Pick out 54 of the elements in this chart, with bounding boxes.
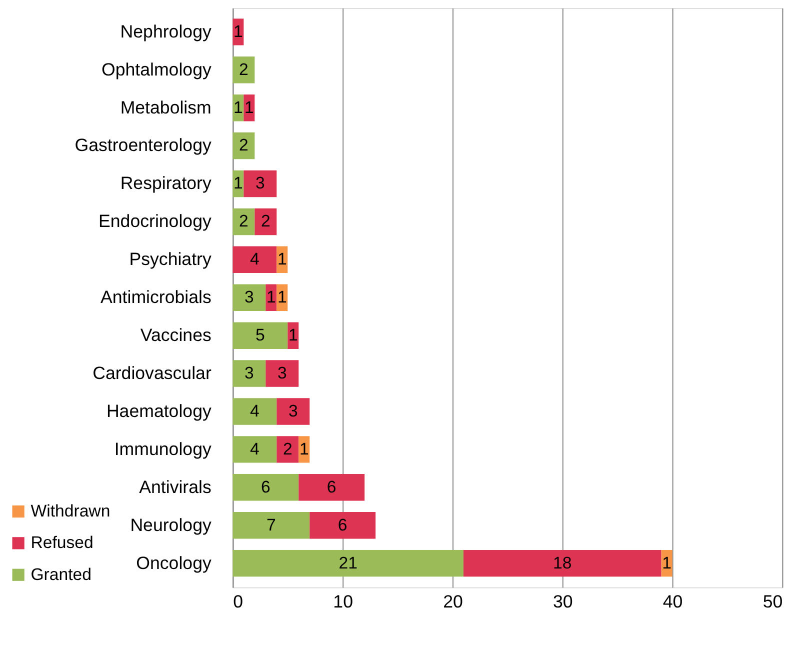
legend-label: Refused: [30, 533, 94, 552]
data-label: 3: [244, 288, 254, 307]
legend-label: Withdrawn: [30, 501, 110, 520]
data-label: 4: [250, 250, 260, 269]
data-label: 6: [326, 477, 336, 496]
x-tick-label: 0: [233, 592, 244, 612]
data-label: 1: [277, 250, 287, 269]
y-tick-label: Antivirals: [139, 476, 212, 497]
data-label: 3: [277, 363, 287, 382]
y-tick-label: Metabolism: [120, 97, 212, 118]
y-tick-label: Cardiovascular: [92, 362, 212, 383]
y-tick-label: Immunology: [114, 438, 212, 459]
y-tick-label: Ophtalmology: [101, 59, 212, 80]
data-label: 6: [338, 515, 348, 534]
data-label: 2: [260, 212, 270, 231]
data-label: 1: [299, 439, 309, 458]
data-label: 1: [277, 288, 287, 307]
y-tick-label: Vaccines: [140, 325, 212, 346]
data-label: 1: [244, 98, 254, 117]
data-label: 5: [255, 326, 265, 345]
data-label: 2: [238, 136, 248, 155]
y-tick-label: Gastroenterology: [74, 135, 212, 156]
data-label: 4: [250, 401, 260, 420]
data-label: 1: [288, 326, 298, 345]
data-label: 1: [233, 174, 243, 193]
y-tick-label: Neurology: [130, 514, 212, 535]
x-tick-label: 30: [552, 592, 573, 612]
x-tick-label: 10: [333, 592, 354, 612]
data-label: 1: [266, 288, 276, 307]
data-label: 7: [266, 515, 276, 534]
data-label: 1: [662, 553, 672, 572]
data-label: 2: [238, 60, 248, 79]
data-label: 3: [244, 363, 254, 382]
x-tick-label: 40: [662, 592, 683, 612]
data-label: 4: [250, 439, 260, 458]
data-label: 18: [553, 553, 572, 572]
data-label: 1: [233, 98, 243, 117]
data-label: 2: [238, 212, 248, 231]
y-tick-label: Endocrinology: [98, 211, 212, 232]
legend-label: Granted: [30, 564, 92, 584]
x-tick-label: 50: [762, 592, 783, 612]
data-label: 6: [260, 477, 270, 496]
y-tick-label: Haematology: [106, 400, 212, 421]
y-tick-label: Respiratory: [120, 173, 212, 194]
y-tick-label: Oncology: [136, 552, 212, 573]
data-label: 3: [255, 174, 265, 193]
data-label: 2: [282, 439, 292, 458]
y-tick-label: Nephrology: [120, 21, 212, 42]
data-label: 21: [338, 553, 358, 572]
y-tick-label: Antimicrobials: [100, 287, 212, 308]
x-tick-label: 20: [443, 592, 463, 612]
data-label: 1: [233, 22, 243, 41]
data-label: 3: [288, 401, 298, 420]
y-tick-label: Psychiatry: [129, 249, 212, 270]
